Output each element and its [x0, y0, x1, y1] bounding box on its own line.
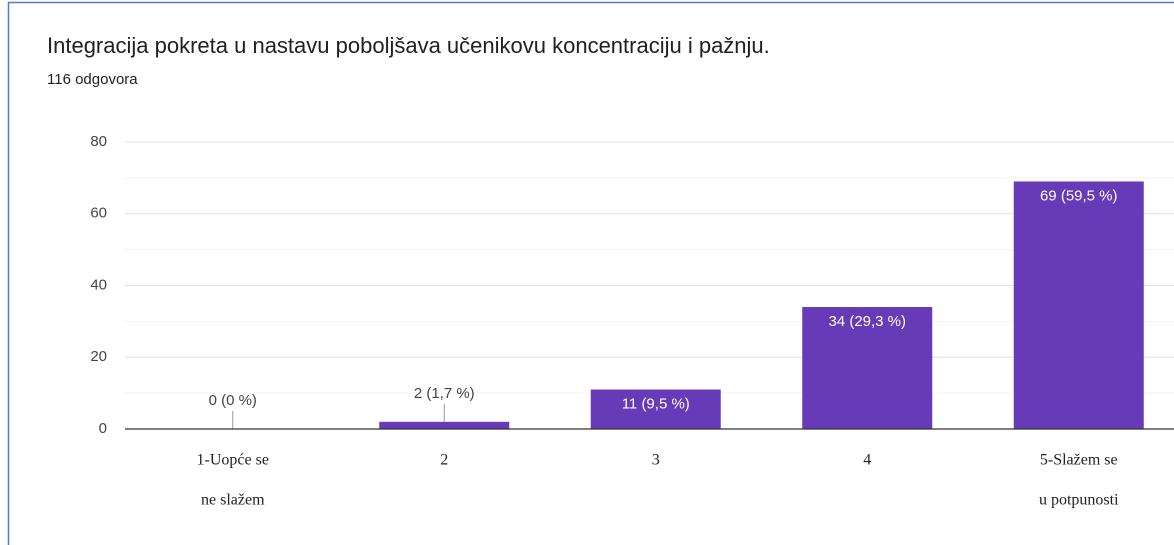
x-tick-label: u potpunosti — [1039, 492, 1119, 509]
x-tick-label: 2 — [440, 452, 448, 469]
data-label: 34 (29,3 %) — [828, 313, 906, 330]
y-tick-label: 60 — [90, 205, 107, 222]
data-label: 69 (59,5 %) — [1040, 187, 1118, 204]
bar — [802, 307, 933, 429]
x-tick-label: 4 — [863, 452, 871, 469]
x-tick-label: ne slažem — [201, 492, 265, 509]
data-label: 2 (1,7 %) — [414, 385, 475, 402]
data-label: 11 (9,5 %) — [622, 396, 690, 413]
y-tick-label: 0 — [99, 420, 107, 437]
x-tick-label: 5-Slažem se — [1040, 452, 1118, 469]
chart-title: Integracija pokreta u nastavu poboljšava… — [47, 33, 770, 58]
bar — [590, 389, 721, 429]
chart-subtitle: 116 odgovora — [47, 71, 138, 88]
bar — [1013, 181, 1144, 429]
x-tick-label: 3 — [652, 452, 660, 469]
x-tick-label: 1-Uopće se — [197, 452, 269, 469]
y-tick-label: 80 — [90, 133, 107, 150]
data-label: 0 (0 %) — [209, 392, 257, 409]
bar — [379, 421, 510, 429]
y-tick-label: 20 — [90, 348, 107, 365]
y-tick-label: 40 — [90, 276, 107, 293]
